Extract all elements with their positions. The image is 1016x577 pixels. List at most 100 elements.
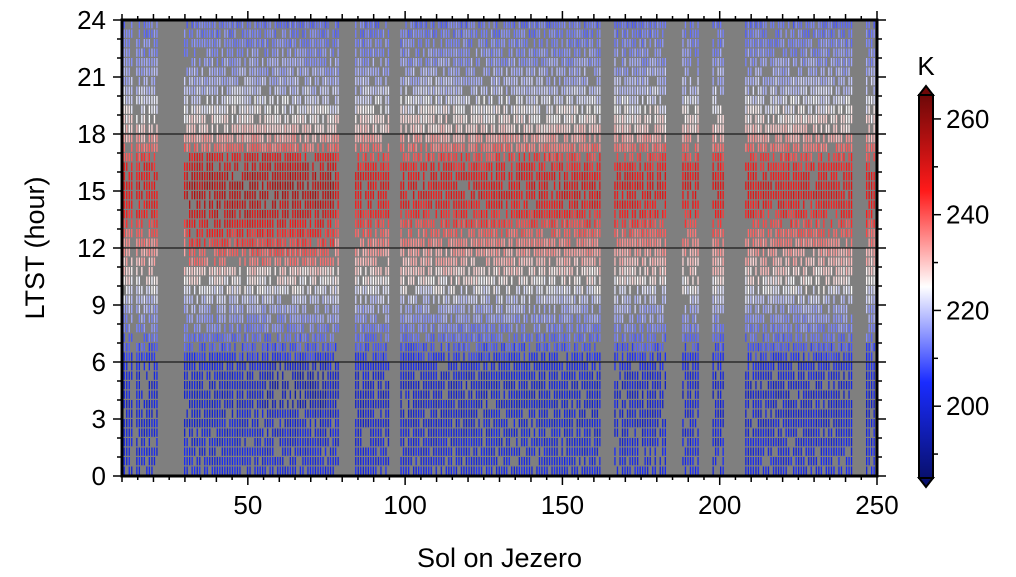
- heatmap-cell: [234, 153, 236, 162]
- heatmap-cell: [448, 428, 450, 437]
- heatmap-cell: [480, 371, 483, 380]
- heatmap-cell: [385, 58, 387, 67]
- heatmap-cell: [236, 20, 239, 29]
- heatmap-cell: [430, 153, 432, 162]
- heatmap-cell: [143, 352, 145, 361]
- heatmap-cell: [458, 67, 460, 76]
- heatmap-cell: [148, 162, 150, 171]
- heatmap-cell: [229, 267, 231, 276]
- heatmap-cell: [186, 48, 188, 57]
- heatmap-cell: [458, 238, 460, 247]
- heatmap-cell: [153, 29, 156, 38]
- heatmap-cell: [186, 219, 188, 228]
- heatmap-cell: [460, 86, 463, 95]
- heatmap-cell: [413, 428, 415, 437]
- heatmap-cell: [463, 276, 465, 285]
- heatmap-cell: [138, 39, 140, 48]
- heatmap-cell: [272, 400, 274, 409]
- heatmap-cell: [221, 438, 223, 447]
- heatmap-cell: [131, 77, 133, 86]
- heatmap-cell: [302, 438, 304, 447]
- heatmap-cell: [189, 457, 191, 466]
- heatmap-cell: [357, 219, 359, 228]
- heatmap-cell: [478, 172, 480, 181]
- heatmap-cell: [151, 20, 153, 29]
- heatmap-cell: [433, 162, 435, 171]
- heatmap-cell: [262, 457, 264, 466]
- heatmap-cell: [156, 29, 158, 38]
- heatmap-cell: [440, 48, 442, 57]
- heatmap-cell: [138, 162, 140, 171]
- heatmap-cell: [365, 267, 367, 276]
- heatmap-cell: [131, 438, 133, 447]
- heatmap-cell: [262, 67, 264, 76]
- heatmap-cell: [465, 124, 468, 133]
- heatmap-cell: [314, 219, 317, 228]
- heatmap-cell: [126, 428, 128, 437]
- heatmap-cell: [385, 96, 387, 105]
- heatmap-cell: [123, 466, 125, 475]
- heatmap-cell: [448, 409, 450, 418]
- heatmap-cell: [282, 457, 284, 466]
- heatmap-cell: [282, 29, 284, 38]
- heatmap-cell: [400, 96, 402, 105]
- heatmap-cell: [148, 409, 150, 418]
- heatmap-cell: [448, 20, 450, 29]
- heatmap-cell: [460, 409, 463, 418]
- heatmap-cell: [148, 419, 150, 428]
- heatmap-cell: [491, 324, 493, 333]
- heatmap-cell: [294, 314, 296, 323]
- heatmap-cell: [382, 181, 385, 190]
- heatmap-cell: [453, 143, 455, 152]
- heatmap-cell: [420, 124, 422, 133]
- heatmap-cell: [448, 162, 450, 171]
- heatmap-cell: [146, 409, 148, 418]
- heatmap-cell: [355, 39, 357, 48]
- heatmap-cell: [486, 466, 488, 475]
- heatmap-cell: [289, 124, 291, 133]
- heatmap-cell: [425, 229, 427, 238]
- heatmap-cell: [307, 466, 309, 475]
- heatmap-cell: [151, 381, 153, 390]
- heatmap-cell: [292, 438, 294, 447]
- heatmap-cell: [486, 314, 488, 323]
- heatmap-cell: [146, 86, 148, 95]
- heatmap-cell: [251, 48, 254, 57]
- heatmap-cell: [375, 39, 377, 48]
- heatmap-cell: [480, 105, 483, 114]
- heatmap-cell: [483, 381, 485, 390]
- heatmap-cell: [448, 210, 450, 219]
- heatmap-cell: [480, 77, 483, 86]
- heatmap-cell: [329, 419, 332, 428]
- heatmap-cell: [201, 257, 203, 266]
- heatmap-cell: [413, 153, 415, 162]
- heatmap-cell: [322, 314, 324, 323]
- heatmap-cell: [312, 200, 314, 209]
- heatmap-cell: [372, 390, 374, 399]
- heatmap-cell: [153, 238, 156, 247]
- heatmap-cell: [211, 134, 213, 143]
- heatmap-cell: [324, 381, 327, 390]
- heatmap-cell: [382, 343, 385, 352]
- heatmap-cell: [430, 58, 432, 67]
- heatmap-cell: [194, 362, 196, 371]
- heatmap-cell: [279, 20, 281, 29]
- heatmap-cell: [221, 447, 223, 456]
- heatmap-cell: [264, 229, 266, 238]
- heatmap-cell: [355, 352, 357, 361]
- heatmap-cell: [332, 229, 334, 238]
- heatmap-cell: [312, 229, 314, 238]
- heatmap-cell: [254, 419, 256, 428]
- heatmap-cell: [206, 333, 208, 342]
- heatmap-cell: [480, 438, 483, 447]
- heatmap-cell: [483, 96, 485, 105]
- heatmap-cell: [287, 210, 289, 219]
- heatmap-cell: [287, 409, 289, 418]
- heatmap-cell: [420, 153, 422, 162]
- heatmap-cell: [221, 362, 223, 371]
- heatmap-cell: [458, 419, 460, 428]
- heatmap-cell: [430, 362, 432, 371]
- heatmap-cell: [413, 438, 415, 447]
- heatmap-cell: [483, 39, 485, 48]
- heatmap-cell: [231, 400, 234, 409]
